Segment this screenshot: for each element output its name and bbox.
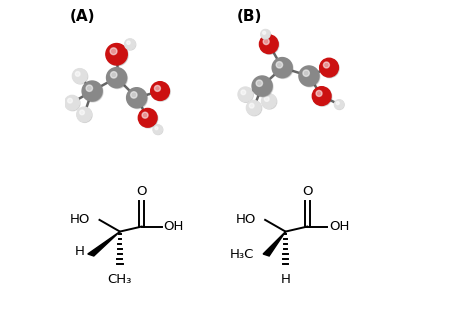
Polygon shape <box>88 232 119 256</box>
Circle shape <box>249 103 254 108</box>
Circle shape <box>313 87 331 106</box>
Circle shape <box>240 90 245 95</box>
Circle shape <box>298 66 318 86</box>
Circle shape <box>259 35 278 53</box>
Text: O: O <box>301 185 312 198</box>
Text: O: O <box>136 185 147 198</box>
Circle shape <box>320 59 338 78</box>
Circle shape <box>86 85 92 91</box>
Circle shape <box>238 88 253 102</box>
Circle shape <box>125 39 136 50</box>
Circle shape <box>334 100 344 110</box>
Text: (A): (A) <box>69 9 95 24</box>
Circle shape <box>106 44 128 66</box>
Circle shape <box>260 36 278 54</box>
Circle shape <box>138 109 156 127</box>
Circle shape <box>64 95 79 110</box>
Circle shape <box>299 67 319 87</box>
Circle shape <box>139 109 157 128</box>
Circle shape <box>302 70 309 76</box>
Circle shape <box>155 127 157 130</box>
Circle shape <box>82 81 102 101</box>
Text: (B): (B) <box>237 9 262 24</box>
Circle shape <box>153 125 163 135</box>
Circle shape <box>261 30 270 39</box>
Circle shape <box>77 108 92 122</box>
Circle shape <box>251 76 272 96</box>
Circle shape <box>80 110 84 115</box>
Text: H₃C: H₃C <box>230 249 254 261</box>
Circle shape <box>107 69 127 88</box>
Circle shape <box>68 98 72 103</box>
Circle shape <box>246 101 261 116</box>
Circle shape <box>272 57 292 78</box>
Circle shape <box>275 61 282 68</box>
Circle shape <box>264 97 269 101</box>
Circle shape <box>75 72 80 76</box>
Circle shape <box>76 107 91 122</box>
Circle shape <box>127 88 147 109</box>
Circle shape <box>73 69 88 84</box>
Circle shape <box>319 58 338 77</box>
Circle shape <box>110 48 117 55</box>
Circle shape <box>252 77 272 97</box>
Circle shape <box>65 96 80 111</box>
Circle shape <box>125 39 135 49</box>
Circle shape <box>260 30 269 39</box>
Circle shape <box>238 87 252 102</box>
Circle shape <box>312 87 330 106</box>
Circle shape <box>110 72 117 78</box>
Circle shape <box>272 58 293 79</box>
Circle shape <box>262 31 265 34</box>
Circle shape <box>154 85 160 91</box>
Text: HO: HO <box>235 213 256 226</box>
Circle shape <box>126 88 146 108</box>
Circle shape <box>246 100 261 115</box>
Circle shape <box>150 82 169 100</box>
Circle shape <box>256 80 262 86</box>
Circle shape <box>106 68 126 88</box>
Circle shape <box>130 92 137 98</box>
Circle shape <box>262 94 276 109</box>
Circle shape <box>83 82 103 102</box>
Text: CH₃: CH₃ <box>107 273 132 286</box>
Circle shape <box>261 94 275 109</box>
Circle shape <box>334 100 343 109</box>
Text: H: H <box>75 245 85 258</box>
Circle shape <box>153 125 162 134</box>
Polygon shape <box>263 232 285 256</box>
Text: H: H <box>280 273 290 286</box>
Text: OH: OH <box>328 220 349 233</box>
Circle shape <box>126 41 130 44</box>
Text: HO: HO <box>70 213 90 226</box>
Circle shape <box>323 62 329 68</box>
Circle shape <box>151 82 170 101</box>
Circle shape <box>142 112 148 118</box>
Circle shape <box>315 90 321 96</box>
Circle shape <box>336 101 338 104</box>
Text: OH: OH <box>163 220 183 233</box>
Circle shape <box>263 39 269 45</box>
Circle shape <box>106 44 127 65</box>
Circle shape <box>72 69 87 83</box>
